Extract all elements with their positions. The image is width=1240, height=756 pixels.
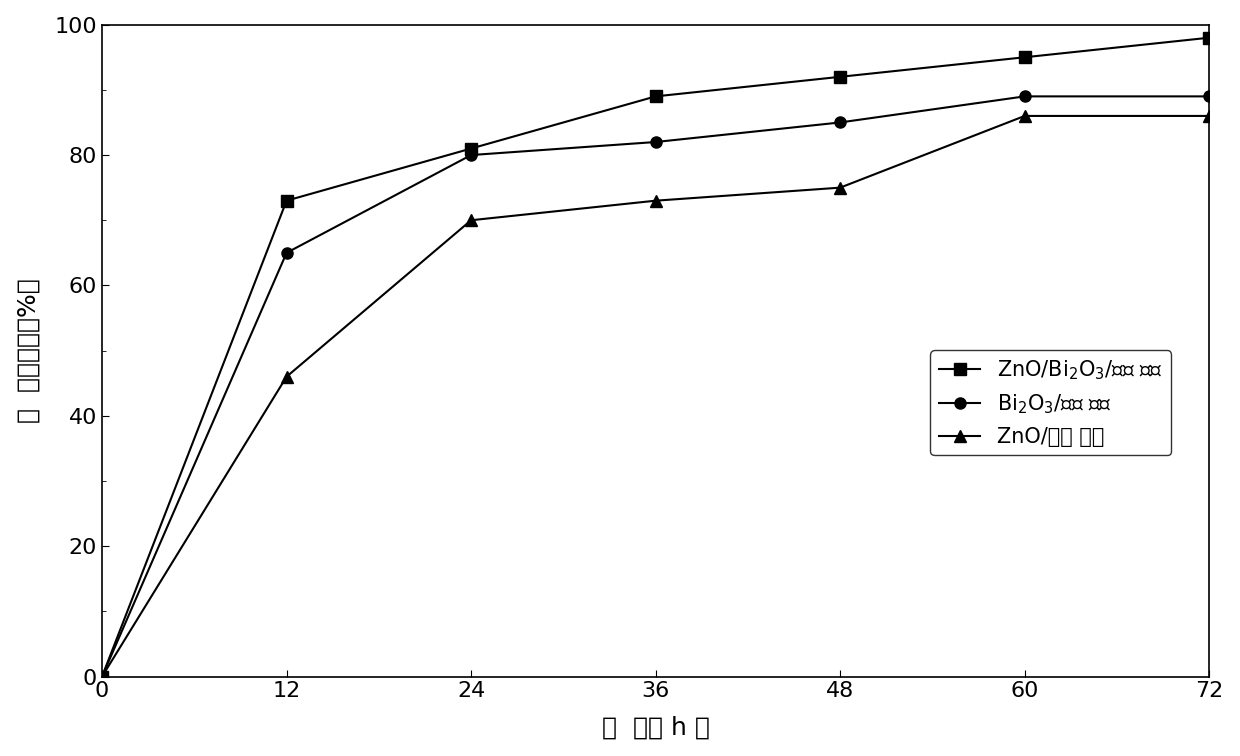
Bi$_2$O$_3$/玻璃 纤维 <box>1202 91 1216 101</box>
ZnO/Bi$_2$O$_3$/玻璃 纤维 <box>464 144 479 153</box>
ZnO/Bi$_2$O$_3$/玻璃 纤维 <box>833 73 848 82</box>
Bi$_2$O$_3$/玻璃 纤维 <box>279 248 294 257</box>
Legend: ZnO/Bi$_2$O$_3$/玻璃 纤维, Bi$_2$O$_3$/玻璃 纤维, ZnO/玻璃 纤维: ZnO/Bi$_2$O$_3$/玻璃 纤维, Bi$_2$O$_3$/玻璃 纤维… <box>930 351 1171 455</box>
ZnO/Bi$_2$O$_3$/玻璃 纤维 <box>1202 33 1216 42</box>
ZnO/Bi$_2$O$_3$/玻璃 纤维 <box>279 196 294 205</box>
ZnO/Bi$_2$O$_3$/玻璃 纤维 <box>649 91 663 101</box>
Y-axis label: 甲  醇降解率（%）: 甲 醇降解率（%） <box>16 278 41 423</box>
Bi$_2$O$_3$/玻璃 纤维 <box>649 138 663 147</box>
Line: ZnO/Bi$_2$O$_3$/玻璃 纤维: ZnO/Bi$_2$O$_3$/玻璃 纤维 <box>97 33 1215 682</box>
ZnO/玻璃 纤维 <box>1202 111 1216 120</box>
X-axis label: 时  间（ h ）: 时 间（ h ） <box>601 715 709 739</box>
ZnO/Bi$_2$O$_3$/玻璃 纤维 <box>1017 53 1032 62</box>
ZnO/玻璃 纤维 <box>833 183 848 192</box>
ZnO/玻璃 纤维 <box>464 215 479 225</box>
ZnO/玻璃 纤维 <box>279 372 294 381</box>
Bi$_2$O$_3$/玻璃 纤维 <box>94 672 109 681</box>
Bi$_2$O$_3$/玻璃 纤维 <box>464 150 479 160</box>
Line: ZnO/玻璃 纤维: ZnO/玻璃 纤维 <box>97 110 1215 682</box>
ZnO/玻璃 纤维 <box>1017 111 1032 120</box>
Bi$_2$O$_3$/玻璃 纤维 <box>833 118 848 127</box>
ZnO/玻璃 纤维 <box>649 196 663 205</box>
Line: Bi$_2$O$_3$/玻璃 纤维: Bi$_2$O$_3$/玻璃 纤维 <box>97 91 1215 682</box>
ZnO/玻璃 纤维 <box>94 672 109 681</box>
ZnO/Bi$_2$O$_3$/玻璃 纤维 <box>94 672 109 681</box>
Bi$_2$O$_3$/玻璃 纤维 <box>1017 91 1032 101</box>
